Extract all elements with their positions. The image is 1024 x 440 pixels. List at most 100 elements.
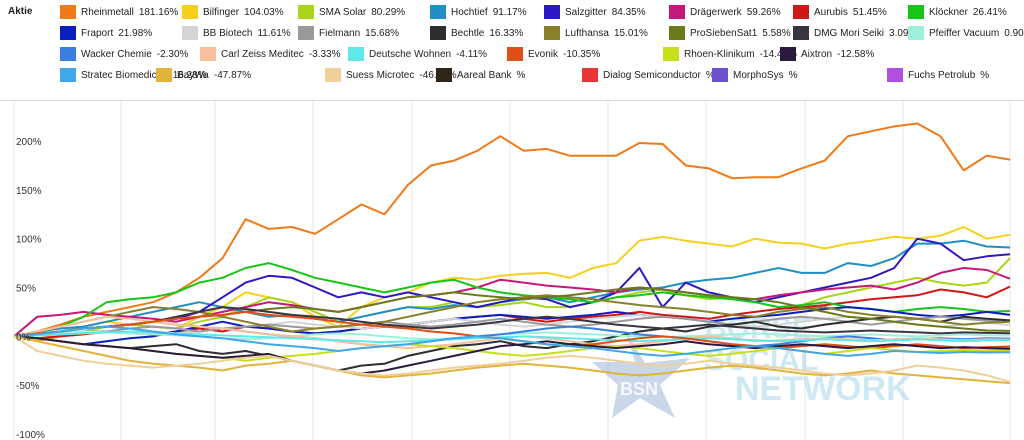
- legend-label: Aixtron: [801, 48, 833, 60]
- legend-swatch: [507, 47, 523, 61]
- legend-swatch: [430, 26, 446, 40]
- legend-item-dmg-mori-seiki[interactable]: DMG Mori Seiki 3.09%: [793, 25, 917, 41]
- legend-label: Bilfinger: [203, 6, 240, 18]
- legend-item-kl-ckner[interactable]: Klöckner 26.41%: [908, 4, 1007, 20]
- legend-item-sma-solar[interactable]: SMA Solar 80.29%: [298, 4, 405, 20]
- legend-swatch: [544, 5, 560, 19]
- legend-change: -12.58%: [837, 48, 875, 60]
- series-line-kl-ckner[interactable]: [13, 262, 1011, 338]
- legend-item-lufthansa[interactable]: Lufthansa 15.01%: [544, 25, 648, 41]
- series-line-fraport[interactable]: [13, 306, 1011, 346]
- legend-swatch: [200, 47, 216, 61]
- legend-item-prosiebensat1[interactable]: ProSiebenSat1 5.58%: [669, 25, 791, 41]
- series-line-sma-solar[interactable]: [13, 257, 1011, 343]
- series-layer: [13, 122, 1011, 385]
- legend-label: Drägerwerk: [690, 6, 742, 18]
- legend-item-rheinmetall[interactable]: Rheinmetall 181.16%: [60, 4, 178, 20]
- legend-change: 21.98%: [118, 27, 153, 39]
- legend-swatch: [712, 68, 728, 82]
- legend-change: -4.11%: [456, 48, 488, 60]
- legend-label: Aurubis: [814, 6, 848, 18]
- legend-item-salzgitter[interactable]: Salzgitter 84.35%: [544, 4, 646, 20]
- legend-change: -10.35%: [563, 48, 601, 60]
- legend-item-fielmann[interactable]: Fielmann 15.68%: [298, 25, 399, 41]
- legend-swatch: [60, 68, 76, 82]
- line-chart: BSN BORSE SOCIAL NETWORK 200%150%100%50%…: [0, 100, 1024, 440]
- legend-label: Deutsche Wohnen: [369, 48, 452, 60]
- legend-label: Carl Zeiss Meditec: [221, 48, 304, 60]
- series-line-suess-microtec[interactable]: [13, 335, 1011, 383]
- watermark-line-3: NETWORK: [735, 370, 911, 408]
- legend-change: %: [788, 69, 798, 81]
- legend-change: %: [516, 69, 526, 81]
- legend-item-deutsche-wohnen[interactable]: Deutsche Wohnen -4.11%: [348, 46, 487, 62]
- legend-item-dr-gerwerk[interactable]: Drägerwerk 59.26%: [669, 4, 781, 20]
- legend-swatch: [908, 5, 924, 19]
- legend-item-morphosys[interactable]: MorphoSys%: [712, 67, 797, 83]
- legend-change: -47.87%: [213, 69, 252, 81]
- legend-change: 59.26%: [746, 6, 781, 18]
- legend-swatch: [325, 68, 341, 82]
- legend-change: 104.03%: [244, 6, 284, 18]
- legend-label: Klöckner: [929, 6, 968, 18]
- legend-change: 51.45%: [852, 6, 887, 18]
- legend-label: MorphoSys: [733, 69, 784, 81]
- legend-item-bechtle[interactable]: Bechtle 16.33%: [430, 25, 523, 41]
- legend-swatch: [436, 68, 452, 82]
- legend-swatch: [60, 5, 76, 19]
- legend-item-baywa[interactable]: BayWa -47.87%: [156, 67, 251, 83]
- legend-change: 16.33%: [489, 27, 524, 39]
- legend-item-bilfinger[interactable]: Bilfinger 104.03%: [182, 4, 284, 20]
- y-tick-label: -50%: [16, 381, 39, 392]
- y-tick-label: 200%: [16, 137, 42, 148]
- series-line-bechtle[interactable]: [13, 315, 1011, 372]
- legend-title: Aktie: [8, 6, 33, 17]
- series-line-dr-gerwerk[interactable]: [13, 267, 1011, 338]
- legend-swatch: [793, 26, 809, 40]
- legend-item-pfeiffer-vacuum[interactable]: Pfeiffer Vacuum 0.90%: [908, 25, 1024, 41]
- legend-item-rhoen-klinikum[interactable]: Rhoen-Klinikum -14.40%: [663, 46, 797, 62]
- series-line-dmg-mori-seiki[interactable]: [13, 306, 1011, 338]
- legend-swatch: [793, 5, 809, 19]
- legend-item-wacker-chemie[interactable]: Wacker Chemie -2.30%: [60, 46, 188, 62]
- legend-swatch: [430, 5, 446, 19]
- legend-change: 26.41%: [972, 6, 1007, 18]
- legend-item-fuchs-petrolub[interactable]: Fuchs Petrolub%: [887, 67, 989, 83]
- legend-item-stratec-biomedical[interactable]: Stratec Biomedical -16.28%: [60, 67, 207, 83]
- y-tick-label: 0%: [16, 332, 31, 343]
- legend-item-dialog-semiconductor[interactable]: Dialog Semiconductor%: [582, 67, 715, 83]
- legend-item-aurubis[interactable]: Aurubis 51.45%: [793, 4, 887, 20]
- legend-label: Fraport: [81, 27, 114, 39]
- series-line-deutsche-wohnen[interactable]: [13, 330, 1011, 344]
- legend-swatch: [908, 26, 924, 40]
- legend-change: 11.61%: [257, 27, 291, 39]
- series-line-salzgitter[interactable]: [13, 237, 1011, 338]
- legend-swatch: [182, 26, 198, 40]
- legend-label: ProSiebenSat1: [690, 27, 758, 39]
- legend-label: Dialog Semiconductor: [603, 69, 701, 81]
- legend-item-fraport[interactable]: Fraport 21.98%: [60, 25, 152, 41]
- legend-label: Fuchs Petrolub: [908, 69, 976, 81]
- legend-item-evonik[interactable]: Evonik -10.35%: [507, 46, 600, 62]
- legend-swatch: [582, 68, 598, 82]
- legend-label: Pfeiffer Vacuum: [929, 27, 1000, 39]
- legend-item-carl-zeiss-meditec[interactable]: Carl Zeiss Meditec -3.33%: [200, 46, 341, 62]
- legend-swatch: [348, 47, 364, 61]
- legend-change: 80.29%: [371, 6, 406, 18]
- legend-swatch: [669, 5, 685, 19]
- series-line-stratec-biomedical[interactable]: [13, 325, 1011, 357]
- legend-change: 15.01%: [613, 27, 648, 39]
- legend-label: SMA Solar: [319, 6, 367, 18]
- legend-swatch: [156, 68, 172, 82]
- legend-swatch: [544, 26, 560, 40]
- series-line-aixtron[interactable]: [13, 335, 1011, 375]
- legend-change: %: [980, 69, 990, 81]
- legend-swatch: [298, 26, 314, 40]
- legend-item-aixtron[interactable]: Aixtron -12.58%: [780, 46, 874, 62]
- y-tick-label: 150%: [16, 186, 42, 197]
- legend-item-bb-biotech[interactable]: BB Biotech 11.61%: [182, 25, 291, 41]
- legend-label: Hochtief: [451, 6, 488, 18]
- legend-item-hochtief[interactable]: Hochtief 91.17%: [430, 4, 527, 20]
- legend-item-aareal-bank[interactable]: Aareal Bank%: [436, 67, 525, 83]
- legend-label: Fielmann: [319, 27, 361, 39]
